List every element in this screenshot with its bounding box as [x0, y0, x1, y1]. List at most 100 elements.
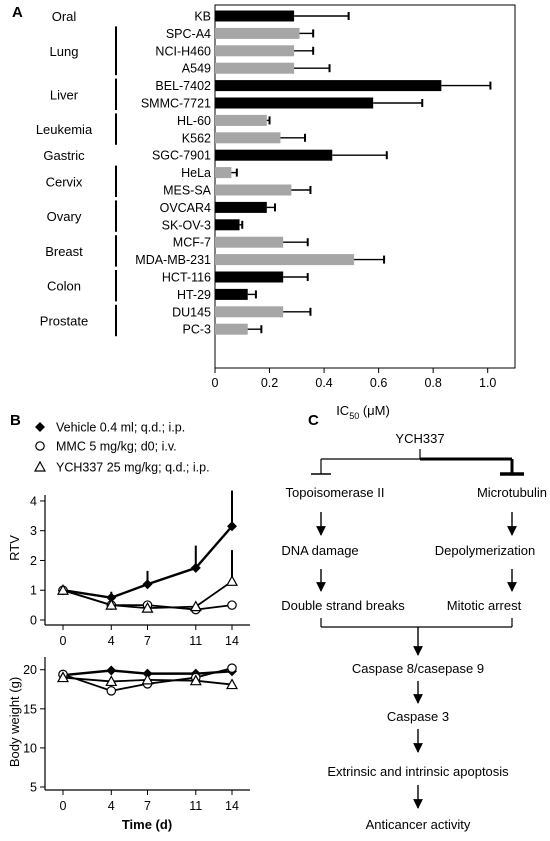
- category-label: DU145: [172, 305, 211, 319]
- flow-node-right-1: Microtubulin: [477, 485, 547, 500]
- legend-label: Vehicle 0.4 ml; q.d.; i.p.: [56, 421, 185, 435]
- point-marker-diamond: [35, 422, 45, 432]
- category-label: K562: [182, 131, 211, 145]
- group-label: Gastric: [43, 148, 85, 163]
- category-label: HCT-116: [162, 271, 211, 285]
- x-tick-label: 0: [212, 376, 219, 390]
- x-tick-label: 0.6: [370, 376, 387, 390]
- category-label: HeLa: [181, 166, 211, 180]
- x-tick-label: 0.4: [315, 376, 332, 390]
- x-axis-label-subscript: 50: [349, 411, 359, 421]
- category-label: HT-29: [177, 288, 211, 302]
- point-marker-triangle: [105, 675, 118, 687]
- flow-node-chain-1: Caspase 8/casepase 9: [352, 661, 484, 676]
- bar: [215, 323, 248, 335]
- legend-label: YCH337 25 mg/kg; q.d.; i.p.: [56, 461, 210, 475]
- point-marker-diamond: [142, 668, 153, 679]
- group-label: Ovary: [47, 209, 82, 224]
- point-marker-triangle: [225, 678, 239, 690]
- point-marker-triangle: [56, 671, 70, 683]
- x-tick-label: 14: [225, 634, 239, 648]
- panel-b-rtv-chart: RTV 0 1 2 3 4 0 4 7 11 14: [7, 490, 250, 648]
- bar: [215, 306, 284, 318]
- x-tick-label: 11: [189, 634, 202, 648]
- flow-node-left-1: Topoisomerase II: [286, 485, 385, 500]
- y-tick-label: 3: [30, 524, 37, 538]
- point-marker-diamond: [227, 521, 237, 532]
- x-tick-label: 0: [60, 799, 67, 813]
- group-label: Cervix: [46, 174, 83, 189]
- flow-node-chain-4: Anticancer activity: [366, 817, 471, 832]
- legend-label: MMC 5 mg/kg; d0; i.v.: [56, 440, 177, 454]
- point-marker-triangle: [33, 460, 47, 472]
- category-label: MDA-MB-231: [135, 253, 211, 267]
- x-tick-label: 0.2: [261, 376, 278, 390]
- panel-a-bar-chart: Oral Lung Liver Leukemia Gastric Cervix Ovary B…: [36, 4, 516, 421]
- point-marker-triangle: [141, 601, 154, 613]
- point-marker-diamond: [106, 665, 117, 676]
- x-axis-label-a: IC50 (μM): [336, 403, 390, 421]
- group-label: Leukemia: [36, 122, 93, 137]
- bar: [215, 288, 248, 300]
- category-label: SGC-7901: [152, 149, 211, 163]
- point-marker-circle: [227, 600, 237, 610]
- point-marker-triangle: [189, 674, 202, 686]
- bar: [215, 80, 442, 92]
- y-tick-label: 20: [23, 663, 37, 677]
- x-axis-label-bw: Time (d): [122, 817, 172, 832]
- flow-node-right-3: Mitotic arrest: [447, 598, 522, 613]
- flow-node-right-2: Depolymerization: [435, 543, 535, 558]
- bar: [215, 219, 240, 231]
- flow-node-chain-2: Caspase 3: [387, 709, 449, 724]
- x-tick-label: 11: [189, 799, 202, 813]
- category-label: MCF-7: [173, 236, 211, 250]
- bar: [215, 132, 281, 144]
- point-marker-circle: [106, 686, 117, 696]
- bar: [215, 149, 333, 161]
- bar: [215, 62, 295, 74]
- x-tick-label: 1.0: [479, 376, 496, 390]
- bar: [215, 254, 355, 266]
- x-tick-label: 7: [144, 634, 151, 648]
- group-label: Oral: [52, 9, 77, 24]
- point-marker-diamond: [106, 592, 117, 603]
- flow-node-left-3: Double strand breaks: [281, 598, 405, 613]
- group-label: Breast: [45, 244, 83, 259]
- point-marker-diamond: [190, 562, 201, 573]
- y-tick-label: 5: [30, 781, 37, 795]
- panel-label-c: C: [308, 412, 319, 429]
- category-label: HL-60: [177, 114, 211, 128]
- bar: [215, 97, 374, 109]
- point-marker-triangle: [225, 575, 239, 586]
- x-tick-label: 14: [225, 799, 239, 813]
- category-label: OVCAR4: [160, 201, 211, 215]
- bar: [215, 184, 292, 196]
- flow-node-chain-3: Extrinsic and intrinsic apoptosis: [327, 764, 509, 779]
- bar: [215, 201, 267, 213]
- x-tick-label: 0.8: [424, 376, 441, 390]
- bar: [215, 236, 284, 248]
- y-axis-label-bw: Body weight (g): [7, 677, 22, 767]
- x-tick-label: 0: [60, 634, 67, 648]
- category-label: NCI-H460: [155, 44, 211, 58]
- group-label: Liver: [50, 87, 79, 102]
- y-axis-label-rtv: RTV: [7, 535, 22, 561]
- category-label: A549: [182, 62, 211, 76]
- x-tick-label: 4: [108, 634, 115, 648]
- category-label: PC-3: [183, 323, 212, 337]
- point-marker-diamond: [142, 579, 153, 590]
- bar: [215, 27, 300, 39]
- y-tick-label: 15: [23, 702, 37, 716]
- x-axis-label-main: IC: [336, 403, 349, 418]
- x-tick-label: 7: [144, 799, 151, 813]
- y-tick-label: 0: [30, 614, 37, 628]
- point-marker-triangle: [189, 600, 202, 612]
- point-marker-triangle: [105, 598, 118, 610]
- bar: [215, 114, 267, 126]
- group-label: Colon: [47, 279, 81, 294]
- y-tick-label: 4: [30, 494, 37, 508]
- legend-b: Vehicle 0.4 ml; q.d.; i.p. MMC 5 mg/kg; d…: [33, 421, 210, 475]
- y-tick-label: 2: [30, 554, 37, 568]
- y-tick-label: 1: [30, 584, 37, 598]
